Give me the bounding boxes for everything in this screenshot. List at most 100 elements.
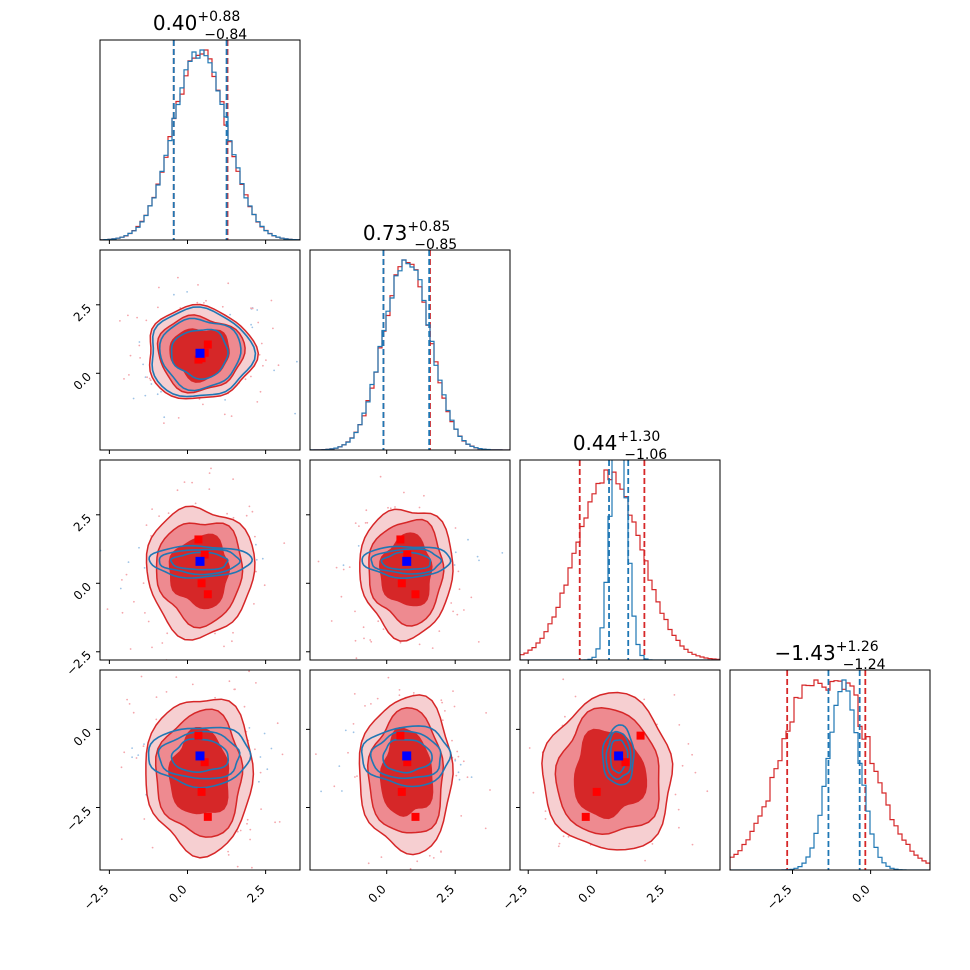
sample-point [227, 282, 230, 285]
sample-point [143, 743, 145, 745]
sample-point [276, 722, 279, 725]
sample-point [158, 286, 160, 289]
sample-point [489, 789, 491, 791]
sample-point [214, 696, 216, 699]
sample-point [453, 564, 456, 566]
contour-blue [157, 730, 241, 780]
sample-point [501, 552, 504, 554]
sample-point [200, 663, 202, 665]
sample-point [142, 745, 145, 747]
sample-point [173, 293, 175, 296]
sample-point [273, 369, 275, 372]
sample-point [263, 584, 266, 587]
marker-red [403, 550, 412, 559]
contour-blue [360, 725, 452, 788]
sample-point [544, 818, 547, 820]
title-minus: −1.06 [624, 447, 667, 463]
panel-content [315, 676, 491, 924]
contour-inner [168, 727, 230, 815]
histogram-blue [730, 679, 930, 870]
contour-blue [169, 551, 229, 571]
sample-point [119, 320, 121, 322]
sample-point [155, 696, 158, 698]
sample-point [274, 821, 276, 824]
panel-frame [519, 459, 721, 661]
sample-point [140, 675, 143, 678]
histogram-red [520, 469, 720, 660]
sample-point [558, 842, 561, 845]
panel-3-3: −1.43+1.26 −1.24 −2.5 0.0 [729, 639, 931, 913]
x-tick-label: 2.5 [434, 882, 457, 905]
sample-point [367, 922, 369, 924]
sample-point [562, 678, 565, 681]
panel-frame [99, 249, 301, 451]
contour-blue [380, 551, 432, 571]
sample-point [399, 884, 401, 886]
sample-point [387, 506, 389, 509]
panel-title: 0.40+0.88 −0.84 [153, 9, 247, 43]
panel-content [120, 670, 284, 873]
sample-point [348, 566, 351, 568]
sample-point [453, 705, 456, 708]
x-tick-label: 2.5 [244, 882, 267, 905]
sample-point [364, 522, 367, 524]
sample-point [177, 276, 179, 279]
y-tick-label: 0.0 [71, 580, 94, 603]
sample-point [422, 876, 424, 878]
y-tick-label: 0.0 [71, 370, 94, 393]
sample-point [593, 881, 595, 883]
sample-point [532, 791, 535, 794]
sample-point [121, 611, 124, 614]
sample-point [131, 747, 133, 749]
title-plus: +1.30 [617, 429, 660, 445]
title-plus: +0.88 [197, 9, 240, 25]
panel-title: −1.43+1.26 −1.24 [774, 639, 885, 673]
sample-point [454, 758, 457, 761]
panel-frame [519, 669, 721, 871]
sample-point [155, 718, 158, 721]
marker-red [581, 812, 590, 821]
sample-point [128, 374, 130, 376]
sample-point [456, 750, 459, 753]
sample-point [250, 375, 252, 378]
sample-point [106, 608, 109, 610]
sample-point [355, 657, 358, 660]
sample-point [338, 765, 341, 767]
panel-2-2: 0.44+1.30 −1.06 [519, 429, 721, 664]
sample-point [476, 555, 479, 558]
panel-3-1: 0.0 2.5 [306, 669, 511, 924]
sample-point [450, 602, 453, 604]
y-tick-label: −2.5 [64, 648, 95, 679]
sample-point [454, 527, 457, 529]
marker-red [396, 535, 405, 544]
panel-3-0: −2.5 0.0 2.5 −2.5 0.0 [64, 669, 301, 913]
sample-point [163, 416, 166, 419]
sample-point [394, 506, 396, 508]
sample-point [416, 860, 419, 863]
sample-point [265, 359, 267, 361]
sample-point [462, 760, 465, 763]
sample-point [387, 676, 390, 679]
x-tick-label: −2.5 [81, 882, 112, 913]
sample-point [266, 768, 269, 771]
sample-point [691, 753, 693, 756]
sample-point [231, 640, 233, 643]
sample-point [506, 820, 508, 822]
sample-point [138, 546, 140, 549]
sample-point [354, 522, 357, 524]
sample-point [210, 467, 212, 470]
sample-point [382, 628, 385, 630]
sample-point [315, 753, 317, 755]
sample-point [317, 560, 320, 563]
sample-point [400, 690, 402, 692]
x-tick-label: 0.0 [365, 882, 388, 905]
sample-point [272, 327, 274, 330]
sample-point [456, 613, 459, 616]
sample-point [157, 306, 159, 309]
marker-blue [402, 556, 412, 566]
sample-point [444, 710, 446, 712]
sample-point [240, 871, 242, 873]
sample-point [681, 764, 684, 767]
marker-red [194, 355, 203, 364]
